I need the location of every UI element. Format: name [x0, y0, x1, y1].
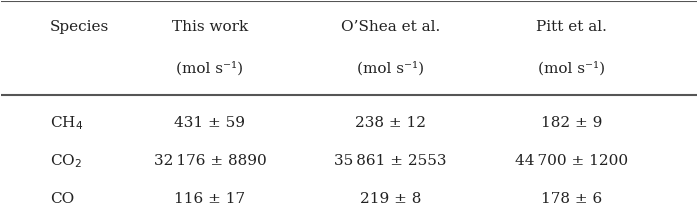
Text: 35 861 ± 2553: 35 861 ± 2553 — [334, 154, 447, 168]
Text: (mol s⁻¹): (mol s⁻¹) — [538, 62, 605, 76]
Text: This work: This work — [172, 20, 248, 34]
Text: 32 176 ± 8890: 32 176 ± 8890 — [154, 154, 267, 168]
Text: Pitt et al.: Pitt et al. — [536, 20, 607, 34]
Text: 238 ± 12: 238 ± 12 — [355, 116, 426, 130]
Text: 44 700 ± 1200: 44 700 ± 1200 — [515, 154, 628, 168]
Text: Species: Species — [50, 20, 110, 34]
Text: 116 ± 17: 116 ± 17 — [174, 192, 246, 206]
Text: CH$_4$: CH$_4$ — [50, 114, 83, 132]
Text: 178 ± 6: 178 ± 6 — [541, 192, 602, 206]
Text: 219 ± 8: 219 ± 8 — [360, 192, 422, 206]
Text: 182 ± 9: 182 ± 9 — [541, 116, 602, 130]
Text: O’Shea et al.: O’Shea et al. — [341, 20, 440, 34]
Text: (mol s⁻¹): (mol s⁻¹) — [357, 62, 424, 76]
Text: CO$_2$: CO$_2$ — [50, 152, 82, 170]
Text: 431 ± 59: 431 ± 59 — [174, 116, 246, 130]
Text: (mol s⁻¹): (mol s⁻¹) — [177, 62, 244, 76]
Text: CO: CO — [50, 192, 74, 206]
